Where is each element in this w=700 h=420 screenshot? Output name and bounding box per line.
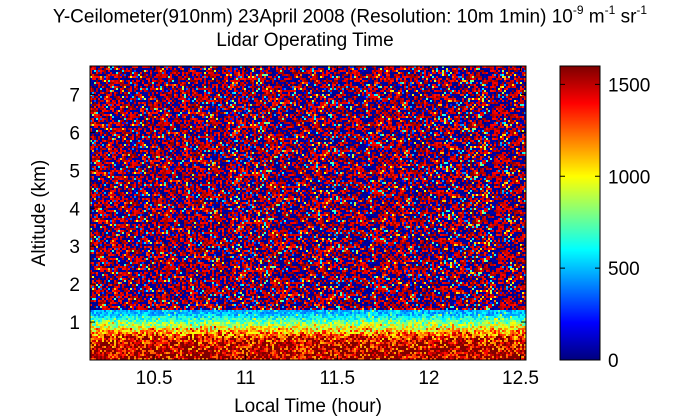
y-tick-label: 6	[69, 123, 80, 144]
x-tick-label: 12.5	[502, 368, 539, 389]
plot-area: 10.5 11 11.5 12 12.5 1 2 3 4 5 6 7	[69, 65, 539, 389]
colorbar-gradient	[560, 66, 600, 360]
y-tick-label: 3	[69, 237, 80, 258]
y-tick-label: 4	[69, 199, 80, 220]
colorbar: 0 500 1000 1500	[559, 65, 650, 372]
heatmap-image	[90, 66, 526, 360]
colorbar-tick-label: 1000	[608, 167, 650, 188]
chart-title: Y-Ceilometer(910nm) 23April 2008 (Resolu…	[52, 3, 648, 28]
y-axis-label: Altitude (km)	[29, 159, 50, 267]
x-tick-label: 11.5	[320, 368, 356, 389]
y-tick-label: 1	[69, 313, 80, 334]
x-tick-label: 11	[236, 368, 256, 389]
colorbar-frame	[559, 65, 601, 361]
plot-frame	[89, 65, 527, 361]
colorbar-tick-label: 1500	[608, 75, 650, 96]
y-tick-label: 7	[69, 85, 80, 106]
colorbar-tick-label: 500	[608, 259, 640, 280]
colorbar-axis: 0 500 1000 1500	[559, 65, 650, 372]
chart-subtitle: Lidar Operating Time	[216, 30, 394, 51]
x-tick-label: 10.5	[136, 368, 173, 389]
y-tick-label: 5	[69, 161, 80, 182]
colorbar-tick-label: 0	[608, 351, 619, 372]
x-tick-label: 12	[418, 368, 439, 389]
x-axis-label: Local Time (hour)	[234, 396, 382, 417]
y-tick-label: 2	[69, 275, 80, 296]
